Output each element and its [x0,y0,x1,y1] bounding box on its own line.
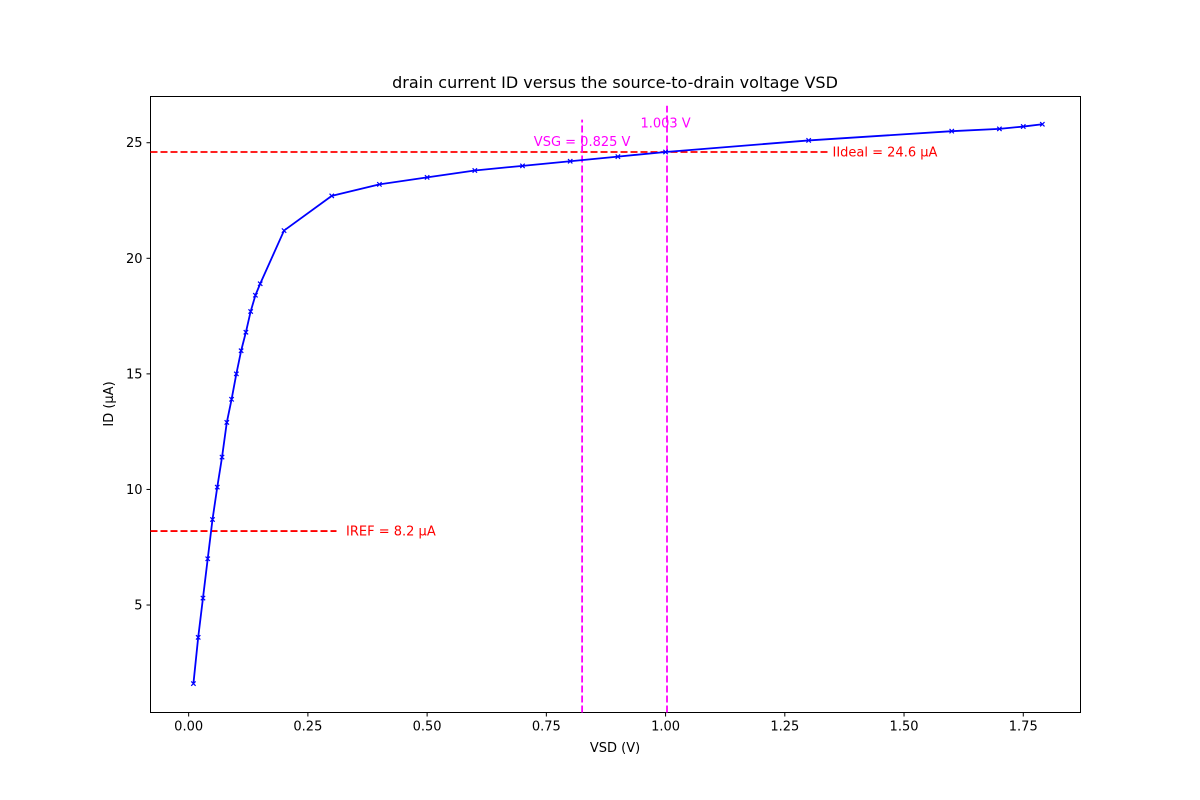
y-axis-label: ID (μA) [102,381,117,426]
data-point-marker [224,419,230,426]
x-axis-ticks: 0.00 0.25 0.50 0.75 1.00 1.25 1.50 1.75 [174,712,1038,735]
id-vs-vsd-markers [190,121,1045,687]
data-point-marker [233,371,239,377]
data-point-marker [209,516,216,523]
data-point-marker [190,680,197,687]
x-tick-label: 0.25 [293,720,322,735]
data-point-marker [615,153,621,160]
x-tick-label: 1.00 [651,720,680,735]
id-vs-vsd-line [192,123,1043,684]
chart-title: drain current ID versus the source-to-dr… [392,73,838,92]
reference-lines [150,105,828,713]
annotation-label: VSG = 0.825 V [534,135,631,150]
data-point-marker [1039,121,1045,127]
annotation-label: IIdeal = 24.6 μA [833,145,938,160]
data-point-marker [567,158,573,164]
data-point-marker [200,595,206,601]
y-tick-label: 25 [126,136,143,151]
data-point-marker [472,167,478,174]
plot-area-frame [150,96,1081,713]
x-tick-label: 1.50 [890,720,919,735]
y-tick-label: 5 [134,599,142,614]
data-point-marker [424,174,430,181]
x-tick-label: 0.00 [174,720,203,735]
x-tick-label: 1.25 [770,720,799,735]
annotation-label: 1.003 V [640,117,690,132]
data-point-marker [949,128,955,134]
x-tick-label: 1.75 [1009,720,1038,735]
x-tick-label: 0.75 [532,720,561,735]
data-point-marker [257,281,263,287]
data-point-marker [195,634,201,641]
y-tick-label: 15 [126,367,143,382]
data-point-marker [238,348,244,354]
data-point-marker [243,329,249,335]
data-point-marker [662,149,669,155]
y-axis-ticks: 5 10 15 20 25 [126,136,151,614]
y-tick-label: 20 [126,252,143,267]
data-point-marker [219,454,225,460]
data-point-marker [281,227,287,234]
data-point-marker [252,292,259,298]
annotations: IIdeal = 24.6 μA IREF = 8.2 μA VSG = 0.825… [346,117,937,540]
data-point-marker [519,163,526,169]
y-tick-label: 10 [126,483,143,498]
data-point-marker [329,193,335,199]
data-point-marker [228,396,235,402]
x-tick-label: 0.50 [413,720,442,735]
data-point-marker [205,556,211,562]
data-point-marker [248,308,254,315]
data-point-marker [1020,123,1026,130]
x-axis-label: VSD (V) [590,741,640,756]
annotation-label: IREF = 8.2 μA [346,525,436,540]
data-point-marker [214,484,220,490]
data-point-marker [996,126,1003,132]
data-point-marker [806,137,812,144]
data-point-marker [376,181,383,187]
